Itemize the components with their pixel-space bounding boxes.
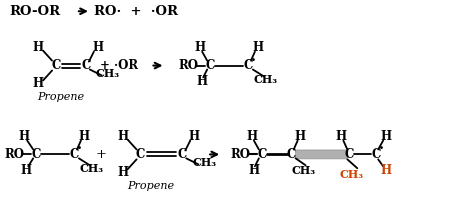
Text: H: H [33, 41, 44, 54]
Text: CH₃: CH₃ [292, 165, 316, 176]
Text: RO: RO [230, 148, 250, 161]
Text: RO: RO [4, 148, 24, 161]
Text: + ·OR: + ·OR [100, 59, 138, 72]
Text: +: + [95, 148, 106, 161]
Text: CH₃: CH₃ [80, 163, 104, 174]
Text: RO-OR: RO-OR [9, 5, 61, 18]
Text: Propene: Propene [127, 181, 174, 191]
Text: CH₃: CH₃ [339, 169, 364, 180]
Text: CH₃: CH₃ [96, 68, 120, 79]
Text: C: C [205, 59, 215, 72]
Text: ·: · [76, 143, 82, 157]
Text: C: C [51, 59, 61, 72]
Text: RO·  +  ·OR: RO· + ·OR [94, 5, 178, 18]
Text: C: C [178, 148, 187, 161]
Text: ·: · [250, 54, 255, 68]
Text: H: H [246, 130, 257, 143]
Text: H: H [18, 130, 30, 143]
Text: C: C [257, 148, 266, 161]
Text: C: C [372, 148, 381, 161]
Text: H: H [381, 164, 392, 177]
Text: H: H [21, 164, 32, 177]
Text: H: H [252, 41, 264, 54]
Text: H: H [336, 130, 347, 143]
Text: H: H [189, 130, 200, 143]
Text: RO: RO [178, 59, 198, 72]
Text: Propene: Propene [37, 92, 84, 102]
Text: H: H [381, 130, 392, 143]
Text: H: H [117, 130, 128, 143]
Text: C: C [81, 59, 91, 72]
Text: H: H [78, 130, 90, 143]
Text: H: H [294, 130, 305, 143]
Text: H: H [92, 41, 103, 54]
Text: H: H [195, 41, 206, 54]
Text: H: H [197, 75, 208, 88]
Text: ·: · [379, 143, 383, 157]
Text: H: H [248, 164, 259, 177]
Text: C: C [287, 148, 296, 161]
Text: H: H [117, 166, 128, 179]
Text: C: C [345, 148, 354, 161]
Text: C: C [69, 148, 79, 161]
Text: C: C [243, 59, 253, 72]
Text: C: C [31, 148, 41, 161]
Text: H: H [33, 77, 44, 90]
Text: C: C [136, 148, 145, 161]
FancyBboxPatch shape [296, 150, 347, 159]
Text: CH₃: CH₃ [192, 157, 216, 168]
Text: CH₃: CH₃ [254, 74, 278, 85]
